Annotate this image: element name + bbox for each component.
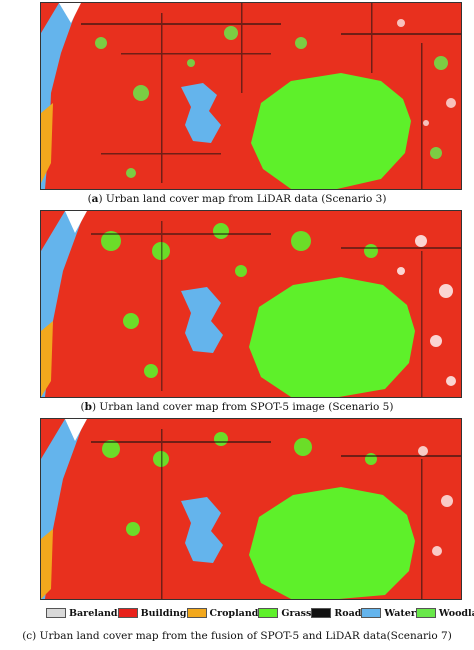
- legend-label: Bareland: [69, 607, 118, 619]
- map-panel-a: [40, 2, 462, 190]
- legend-label: Woodland: [438, 607, 474, 619]
- legend-swatch: [311, 608, 332, 618]
- legend-label: Building: [140, 607, 187, 619]
- map-panel-b: [40, 210, 462, 398]
- legend-swatch: [361, 608, 382, 618]
- land-cover-map-a: [41, 3, 461, 189]
- map-panel-c: [40, 418, 462, 600]
- legend-swatch: [117, 608, 138, 618]
- legend-swatch: [186, 608, 207, 618]
- legend-label: Water: [384, 607, 416, 619]
- caption-b: (b) Urban land cover map from SPOT-5 ima…: [80, 401, 394, 413]
- legend: Bareland Building Cropland Grass Road Wa…: [46, 604, 474, 622]
- legend-item-building: Building: [117, 607, 187, 619]
- legend-swatch: [46, 608, 66, 618]
- legend-swatch: [415, 608, 436, 618]
- land-cover-map-c: [41, 419, 461, 599]
- legend-item-grass: Grass: [258, 608, 311, 619]
- legend-item-woodland: Woodland: [415, 607, 474, 619]
- caption-a: (a) Urban land cover map from LiDAR data…: [87, 193, 387, 205]
- legend-label: Grass: [281, 607, 312, 619]
- legend-swatch: [258, 608, 279, 618]
- legend-label: Road: [334, 607, 362, 619]
- legend-item-bareland: Bareland: [46, 608, 118, 619]
- legend-item-road: Road: [311, 608, 361, 619]
- legend-item-cropland: Cropland: [186, 607, 259, 619]
- legend-item-water: Water: [361, 607, 416, 619]
- legend-label: Cropland: [209, 607, 259, 619]
- caption-c: (c) Urban land cover map from the fusion…: [22, 630, 452, 642]
- land-cover-map-b: [41, 211, 461, 397]
